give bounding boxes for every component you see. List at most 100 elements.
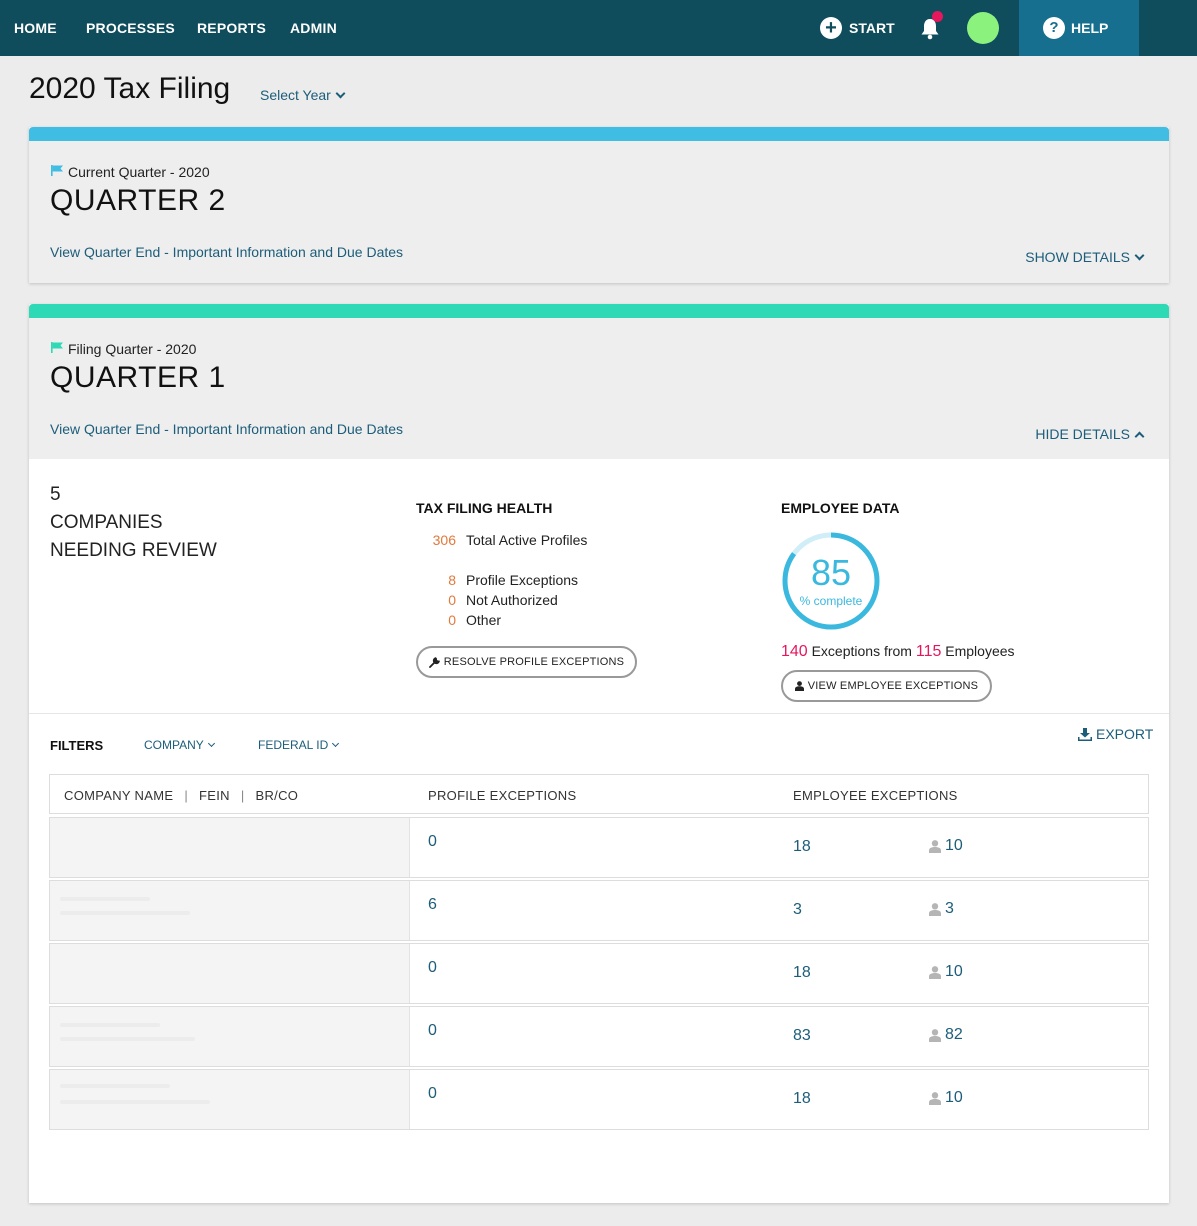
redacted-text	[60, 1037, 195, 1041]
column-header-employee-exceptions[interactable]: EMPLOYEE EXCEPTIONS	[793, 788, 958, 803]
chevron-down-icon	[335, 88, 346, 98]
hide-details-toggle[interactable]: HIDE DETAILS	[1035, 426, 1145, 442]
column-header-company[interactable]: COMPANY NAME | FEIN | BR/CO	[64, 788, 298, 803]
user-icon	[929, 902, 941, 916]
column-separator: |	[184, 788, 188, 803]
employees-affected[interactable]: 10	[929, 1089, 963, 1107]
stat-not-authorized: 0 Not Authorized	[416, 592, 558, 608]
table-row[interactable]: 0 18 10	[49, 817, 1149, 878]
employees-affected[interactable]: 3	[929, 900, 954, 918]
filing-quarter-card: Filing Quarter - 2020 QUARTER 1 View Qua…	[29, 304, 1169, 1203]
filters-label: FILTERS	[50, 738, 104, 753]
profile-exceptions-value[interactable]: 6	[428, 896, 437, 913]
download-icon	[1078, 727, 1092, 741]
resolve-profile-exceptions-button[interactable]: RESOLVE PROFILE EXCEPTIONS	[416, 646, 637, 678]
chevron-up-icon	[1134, 431, 1145, 441]
question-circle-icon: ?	[1043, 17, 1065, 39]
current-quarter-title: QUARTER 2	[50, 184, 226, 217]
hide-details-label: HIDE DETAILS	[1035, 426, 1130, 442]
stat-value: 0	[448, 612, 456, 628]
nav-reports[interactable]: REPORTS	[197, 20, 267, 36]
companies-count: 5	[50, 484, 61, 505]
stat-total-active-profiles: 306 Total Active Profiles	[416, 532, 588, 548]
companies-label-line1: COMPANIES	[50, 512, 163, 533]
employees-count: 10	[945, 1089, 963, 1106]
profile-exceptions-value[interactable]: 0	[428, 1022, 437, 1039]
notification-dot	[932, 11, 943, 22]
company-name-cell	[50, 818, 410, 877]
plus-circle-icon: +	[820, 17, 842, 39]
stat-profile-exceptions: 8 Profile Exceptions	[416, 572, 578, 588]
card-accent-bar	[29, 304, 1169, 318]
user-icon	[929, 1028, 941, 1042]
employee-exceptions-value[interactable]: 18	[793, 838, 811, 855]
show-details-toggle[interactable]: SHOW DETAILS	[1025, 249, 1145, 265]
start-label: START	[849, 20, 895, 36]
profile-exceptions-value[interactable]: 0	[428, 833, 437, 850]
table-row[interactable]: 0 83 82	[49, 1006, 1149, 1067]
completion-ring-arc	[782, 532, 880, 630]
federal-id-filter-dropdown[interactable]: FEDERAL ID	[258, 738, 340, 752]
employee-exceptions-value[interactable]: 3	[793, 901, 802, 918]
company-filter-dropdown[interactable]: COMPANY	[144, 738, 215, 752]
employees-affected[interactable]: 10	[929, 963, 963, 981]
current-quarter-header: Current Quarter - 2020 QUARTER 2 View Qu…	[29, 141, 1169, 283]
help-button[interactable]: ? HELP	[1019, 0, 1139, 56]
employee-data-title: EMPLOYEE DATA	[781, 500, 900, 516]
filing-quarter-details: 5 COMPANIES NEEDING REVIEW TAX FILING HE…	[29, 459, 1169, 1203]
exceptions-count: 140	[781, 643, 808, 660]
employees-count: 82	[945, 1026, 963, 1043]
table-row[interactable]: 6 3 3	[49, 880, 1149, 941]
employee-exceptions-summary: 140 Exceptions from 115 Employees	[781, 643, 1015, 661]
employee-exceptions-value[interactable]: 18	[793, 964, 811, 981]
page-title: 2020 Tax Filing	[29, 72, 231, 105]
employees-label: Employees	[945, 643, 1015, 659]
current-quarter-subtitle: Current Quarter - 2020	[68, 164, 210, 180]
flag-icon	[51, 165, 63, 176]
employee-exceptions-value[interactable]: 18	[793, 1090, 811, 1107]
resolve-button-label: RESOLVE PROFILE EXCEPTIONS	[443, 656, 625, 668]
table-header: COMPANY NAME | FEIN | BR/CO PROFILE EXCEPTIO…	[49, 774, 1149, 814]
employee-exceptions-value[interactable]: 83	[793, 1027, 811, 1044]
profile-exceptions-value[interactable]: 0	[428, 1085, 437, 1102]
chevron-down-icon	[332, 739, 340, 748]
redacted-text	[60, 911, 190, 915]
current-quarter-info-link[interactable]: View Quarter End - Important Information…	[50, 244, 404, 260]
stat-value: 306	[432, 532, 456, 548]
start-button[interactable]: + START	[820, 16, 895, 40]
filing-quarter-info-link[interactable]: View Quarter End - Important Information…	[50, 421, 404, 437]
stat-label: Total Active Profiles	[466, 532, 588, 548]
col-company-label: COMPANY NAME	[64, 788, 174, 803]
company-name-cell	[50, 1007, 410, 1066]
filters-bar: FILTERS COMPANY FEDERAL ID EXPORT	[29, 713, 1169, 773]
stat-label: Other	[466, 612, 502, 628]
profile-exceptions-value[interactable]: 0	[428, 959, 437, 976]
export-button[interactable]: EXPORT	[1078, 726, 1153, 742]
employees-count: 10	[945, 963, 963, 980]
filing-quarter-subtitle: Filing Quarter - 2020	[68, 341, 197, 357]
table-row[interactable]: 0 18 10	[49, 943, 1149, 1004]
stat-label: Not Authorized	[466, 592, 558, 608]
company-name-cell	[50, 944, 410, 1003]
filing-quarter-title: QUARTER 1	[50, 361, 226, 394]
export-label: EXPORT	[1096, 726, 1154, 742]
nav-processes[interactable]: PROCESSES	[86, 20, 175, 36]
employees-count: 10	[945, 837, 963, 854]
column-header-profile-exceptions[interactable]: PROFILE EXCEPTIONS	[428, 788, 577, 803]
select-year-label: Select Year	[260, 87, 331, 103]
employees-count: 3	[945, 900, 954, 917]
stat-value: 8	[448, 572, 456, 588]
nav-home[interactable]: HOME	[14, 20, 57, 36]
employees-affected[interactable]: 10	[929, 837, 963, 855]
nav-admin[interactable]: ADMIN	[290, 20, 337, 36]
employees-affected[interactable]: 82	[929, 1026, 963, 1044]
select-year-dropdown[interactable]: Select Year	[260, 87, 346, 103]
user-icon	[929, 839, 941, 853]
wrench-icon	[428, 656, 440, 668]
stat-label: Profile Exceptions	[466, 572, 579, 588]
table-row[interactable]: 0 18 10	[49, 1069, 1149, 1130]
view-employee-exceptions-button[interactable]: VIEW EMPLOYEE EXCEPTIONS	[781, 670, 992, 702]
bell-icon[interactable]	[919, 16, 941, 40]
avatar[interactable]	[967, 12, 999, 44]
top-nav: HOME PROCESSES REPORTS ADMIN + START ? H…	[0, 0, 1197, 56]
